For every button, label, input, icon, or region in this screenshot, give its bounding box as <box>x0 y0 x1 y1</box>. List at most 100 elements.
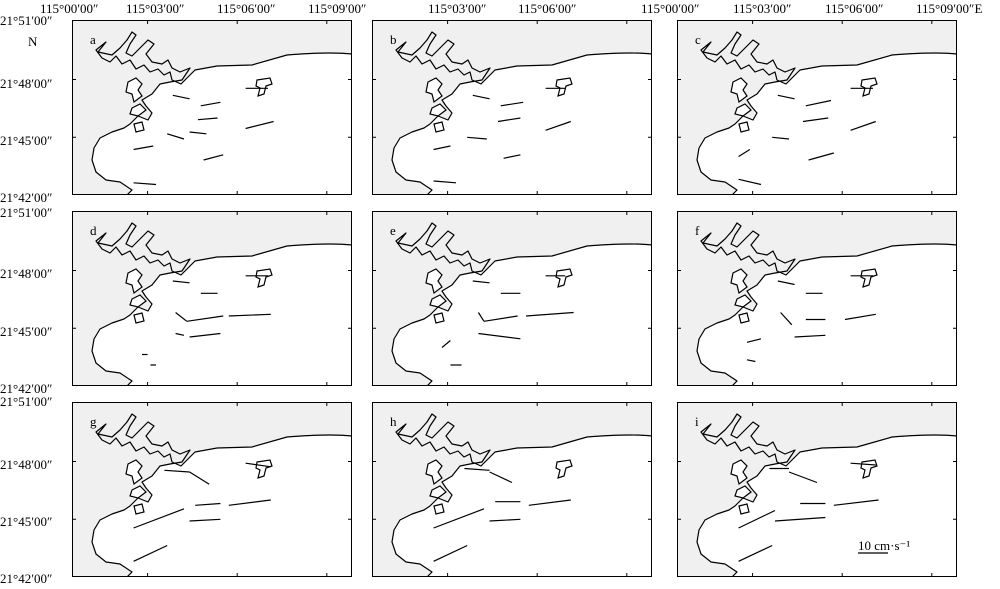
lat-label: 21°42′00″ <box>0 571 52 586</box>
current-vector <box>472 94 490 100</box>
panel-letter: g <box>90 414 97 429</box>
lon-label: 115°06′00″ <box>217 1 275 16</box>
current-vector <box>545 120 571 131</box>
current-vector <box>738 178 762 186</box>
lat-label: 21°45′00″ <box>0 324 52 339</box>
current-vector <box>478 332 521 340</box>
lat-label: 21°45′00″ <box>0 514 52 529</box>
current-vector <box>203 154 224 161</box>
map-panel-i: i <box>677 402 957 577</box>
current-vector <box>483 315 518 322</box>
map-panels: a b c d e f g h i <box>72 20 957 577</box>
north-label: N <box>28 34 38 49</box>
lon-label: 115°09′00″ <box>308 1 366 16</box>
panel-frame <box>677 402 957 577</box>
panel-frame <box>372 20 652 195</box>
current-vector <box>228 499 271 506</box>
lat-label: 21°48′00″ <box>0 76 52 91</box>
lon-label: 115°00′00″ <box>40 1 98 16</box>
map-panel-f: f <box>677 211 957 386</box>
current-vector <box>467 136 487 140</box>
panel-frame <box>677 211 957 386</box>
current-vector <box>497 117 521 123</box>
panel-frame <box>72 20 352 195</box>
lat-label: 21°51′00″ <box>0 13 52 28</box>
current-vector <box>200 101 221 107</box>
current-vector <box>189 471 210 485</box>
current-vector <box>464 467 490 471</box>
current-vector <box>133 544 168 562</box>
current-vector <box>175 312 188 322</box>
current-vector <box>788 471 818 484</box>
current-vector <box>477 312 485 322</box>
current-vector <box>746 338 762 343</box>
current-vector <box>197 117 218 121</box>
current-vector <box>189 131 207 135</box>
top-axis-labels: 115°00′00″ 115°03′00″ 115°06′00″ 115°09′… <box>40 1 982 16</box>
lon-label: 115°03′00″ <box>733 1 791 16</box>
panel-letter: f <box>695 223 700 238</box>
current-vector <box>172 280 190 284</box>
lon-label: 115°06′00″ <box>825 1 883 16</box>
map-panel-d: d <box>72 211 352 386</box>
scale-bar: 10 cm·s⁻¹ <box>858 538 910 554</box>
panel-letter: e <box>390 223 396 238</box>
panel-letter: d <box>90 223 97 238</box>
lon-label: 115°03′00″ <box>126 1 184 16</box>
current-vector <box>133 145 154 151</box>
current-vector <box>133 182 157 186</box>
current-vector <box>738 544 773 562</box>
panel-frame <box>372 211 652 386</box>
current-vector <box>780 312 793 326</box>
current-vector <box>802 117 829 123</box>
map-panel-h: h <box>372 402 652 577</box>
lon-label: 115°03′00″ <box>428 1 486 16</box>
lon-label: 115°09′00″E <box>916 1 982 16</box>
current-vector <box>805 99 832 107</box>
current-vector <box>528 499 571 506</box>
current-vector <box>195 502 221 506</box>
current-vector <box>738 509 776 529</box>
scale-bar-label: 10 cm·s⁻¹ <box>858 538 910 553</box>
current-vector <box>433 145 451 151</box>
panel-letter: b <box>390 32 397 47</box>
current-vector <box>808 152 834 161</box>
panel-letter: i <box>695 414 699 429</box>
current-vector <box>833 499 879 506</box>
lat-label: 21°48′00″ <box>0 457 52 472</box>
current-vector <box>164 469 190 473</box>
current-vector <box>228 313 271 317</box>
current-vector <box>777 280 795 286</box>
lon-label: 115°00′00″ <box>641 1 699 16</box>
current-vector <box>433 544 468 562</box>
current-vector <box>777 94 795 100</box>
lon-label: 115°06′00″ <box>518 1 576 16</box>
current-vector <box>525 311 574 317</box>
lat-label: 21°42′00″ <box>0 190 52 205</box>
current-vector <box>172 94 190 100</box>
lat-label: 21°45′00″ <box>0 133 52 148</box>
panel-letter: a <box>90 32 96 47</box>
current-vector <box>794 334 826 338</box>
current-vector <box>746 359 756 363</box>
current-vector <box>489 518 521 522</box>
current-vector <box>133 508 185 529</box>
current-vector <box>844 313 876 321</box>
current-vector <box>489 471 513 484</box>
current-vector <box>433 180 457 184</box>
map-panel-b: b <box>372 20 652 195</box>
current-vector <box>772 136 790 140</box>
lat-label: 21°51′00″ <box>0 205 52 220</box>
current-vector <box>189 332 221 338</box>
current-vector <box>774 516 826 522</box>
current-vector <box>167 133 185 140</box>
current-vector <box>503 154 521 159</box>
current-vector <box>850 120 876 131</box>
current-vector <box>189 518 221 522</box>
current-vector <box>175 332 185 336</box>
map-panel-a: a <box>72 20 352 195</box>
current-vector <box>433 508 485 529</box>
panel-frame <box>372 402 652 577</box>
panel-frame <box>677 20 957 195</box>
